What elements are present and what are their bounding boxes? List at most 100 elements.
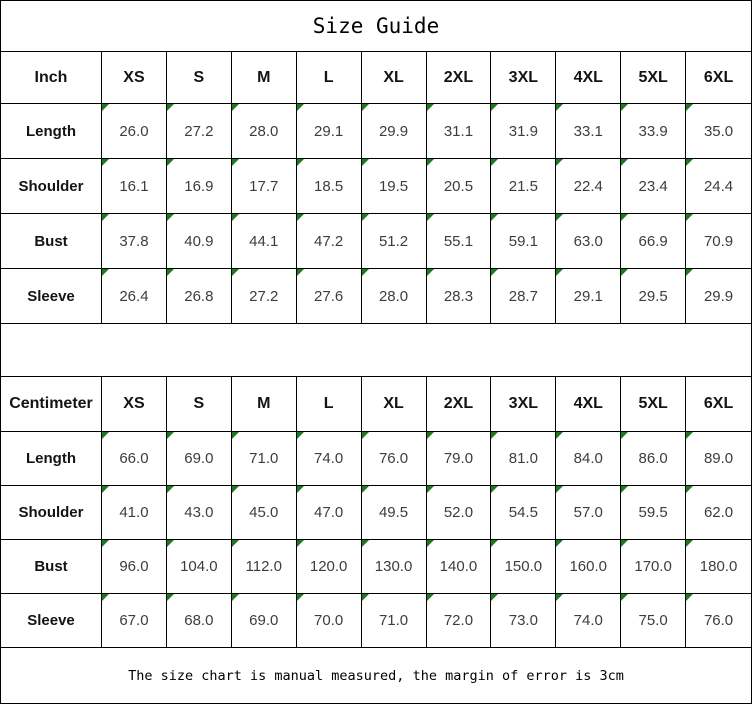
corner-marker-icon [426, 540, 434, 547]
value-cell: 41.0 [102, 486, 167, 540]
corner-marker-icon [686, 594, 694, 601]
value-cell: 140.0 [426, 540, 492, 594]
value-cell: 29.5 [621, 269, 687, 324]
value-cell-text: 37.8 [119, 232, 149, 250]
size-header-cell: 2XL [426, 377, 492, 432]
value-cell: 70.0 [296, 594, 362, 648]
value-cell-text: 104.0 [180, 558, 218, 575]
row-label-cell: Length [1, 104, 102, 159]
value-cell-text: 47.2 [314, 232, 344, 250]
value-cell: 31.9 [491, 104, 557, 159]
corner-marker-icon [231, 269, 239, 276]
size-header-cell: XS [102, 377, 167, 432]
corner-marker-icon [491, 269, 499, 276]
row-label-cell: Shoulder [1, 486, 102, 540]
value-cell: 43.0 [166, 486, 232, 540]
corner-marker-icon [491, 432, 499, 439]
value-cell: 26.8 [166, 269, 232, 324]
size-header-cell: 4XL [556, 52, 622, 104]
value-cell-text: 22.4 [573, 177, 603, 195]
value-cell-text: 28.3 [443, 287, 474, 305]
value-cell: 20.5 [426, 159, 492, 214]
value-cell: 71.0 [231, 432, 297, 486]
size-header-cell-text: 2XL [443, 68, 474, 86]
corner-marker-icon [296, 540, 304, 547]
value-cell-text: 86.0 [638, 450, 668, 467]
corner-marker-icon [102, 486, 109, 493]
corner-marker-icon [686, 159, 694, 166]
row-label-cell: Bust [1, 214, 102, 269]
unit-header-cell-text: Inch [34, 68, 68, 86]
corner-marker-icon [491, 486, 499, 493]
unit-header-cell: Centimeter [1, 377, 102, 432]
corner-marker-icon [686, 104, 694, 111]
corner-marker-icon [231, 594, 239, 601]
corner-marker-icon [166, 540, 174, 547]
corner-marker-icon [686, 214, 694, 221]
corner-marker-icon [231, 540, 239, 547]
corner-marker-icon [102, 540, 109, 547]
row-label-cell-text: Sleeve [27, 287, 75, 305]
value-cell: 150.0 [491, 540, 557, 594]
value-cell-text: 81.0 [508, 450, 538, 467]
value-cell-text: 71.0 [378, 612, 409, 629]
corner-marker-icon [102, 594, 109, 601]
corner-marker-icon [426, 486, 434, 493]
size-header-cell-text: L [323, 68, 334, 86]
unit-header-cell-text: Centimeter [9, 395, 93, 412]
value-cell-text: 41.0 [119, 504, 149, 521]
value-cell: 62.0 [686, 486, 751, 540]
value-cell: 27.2 [166, 104, 232, 159]
row-label-cell: Shoulder [1, 159, 102, 214]
value-cell: 17.7 [231, 159, 297, 214]
size-header-cell-text: M [257, 68, 271, 86]
value-cell-text: 27.2 [184, 122, 214, 140]
value-cell-text: 26.8 [184, 287, 214, 305]
value-cell: 68.0 [166, 594, 232, 648]
corner-marker-icon [296, 214, 304, 221]
size-header-cell: 2XL [426, 52, 492, 104]
value-cell-text: 16.9 [184, 177, 214, 195]
value-cell: 79.0 [426, 432, 492, 486]
value-cell: 40.9 [166, 214, 232, 269]
value-cell-text: 96.0 [119, 558, 149, 575]
value-cell: 35.0 [686, 104, 751, 159]
corner-marker-icon [361, 594, 369, 601]
corner-marker-icon [426, 104, 434, 111]
value-cell: 120.0 [296, 540, 362, 594]
value-cell-text: 70.9 [703, 232, 734, 250]
corner-marker-icon [426, 214, 434, 221]
value-cell: 76.0 [686, 594, 751, 648]
value-cell: 37.8 [102, 214, 167, 269]
row-label-cell-text: Length [26, 450, 76, 467]
size-header-cell-text: 2XL [443, 395, 474, 412]
value-cell-text: 63.0 [573, 232, 603, 250]
value-cell: 28.0 [231, 104, 297, 159]
size-header-cell-text: XL [383, 395, 404, 412]
corner-marker-icon [491, 104, 499, 111]
value-cell: 96.0 [102, 540, 167, 594]
value-cell-text: 76.0 [703, 612, 734, 629]
value-cell: 66.9 [621, 214, 687, 269]
value-cell: 81.0 [491, 432, 557, 486]
size-header-cell: 6XL [686, 377, 751, 432]
value-cell-text: 73.0 [508, 612, 538, 629]
row-label-cell-text: Bust [34, 558, 68, 575]
value-cell-text: 120.0 [309, 558, 348, 575]
corner-marker-icon [556, 214, 564, 221]
value-cell: 29.1 [296, 104, 362, 159]
size-table-inch: Inch XS S M L XL 2XL 3XL 4XL 5XL 6XL Length 26.0 27.2… [1, 52, 751, 324]
row-label-cell-text: Sleeve [27, 612, 75, 629]
value-cell: 70.9 [686, 214, 751, 269]
unit-header-cell: Inch [1, 52, 102, 104]
value-cell-text: 28.0 [378, 287, 409, 305]
value-cell: 112.0 [231, 540, 297, 594]
corner-marker-icon [556, 486, 564, 493]
value-cell-text: 29.1 [314, 122, 344, 140]
row-label-cell-text: Bust [34, 232, 68, 250]
value-cell: 47.2 [296, 214, 362, 269]
value-cell: 21.5 [491, 159, 557, 214]
size-header-cell-text: XS [123, 68, 145, 86]
value-cell: 59.5 [621, 486, 687, 540]
